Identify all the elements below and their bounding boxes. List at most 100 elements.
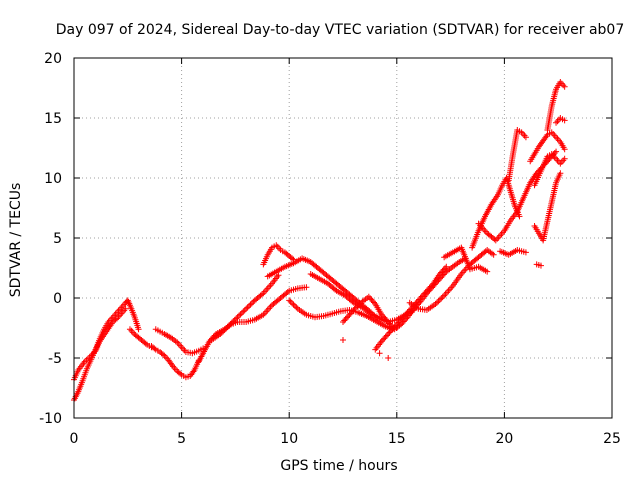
data-point (223, 325, 230, 332)
y-tick-label: 20 (44, 51, 62, 67)
data-point (417, 295, 424, 301)
data-point (293, 304, 300, 311)
data-point (392, 322, 399, 329)
data-point (396, 318, 403, 325)
data-point (383, 332, 390, 339)
data-point (439, 294, 446, 300)
data-point (370, 299, 377, 306)
x-tick-label: 20 (495, 431, 513, 447)
x-tick-label: 15 (388, 431, 406, 447)
data-point (177, 370, 184, 377)
data-point (221, 326, 228, 333)
data-point (561, 117, 568, 124)
data-point (217, 331, 224, 337)
data-point (423, 287, 430, 294)
data-point (389, 326, 396, 333)
data-point (230, 318, 237, 325)
data-point (439, 268, 446, 275)
data-point (537, 262, 544, 269)
data-point (436, 296, 443, 303)
data-point (436, 271, 443, 277)
data-point (378, 338, 385, 345)
data-point (522, 134, 529, 141)
data-point (561, 146, 568, 153)
data-point (378, 311, 385, 318)
data-point (303, 284, 310, 291)
data-point (349, 298, 356, 305)
data-point (159, 351, 166, 358)
data-point (405, 307, 412, 314)
data-point (233, 315, 240, 322)
data-point (420, 292, 427, 299)
data-point (425, 286, 432, 293)
data-point (553, 148, 560, 155)
data-point (400, 313, 407, 320)
data-point (438, 269, 445, 276)
data-point (383, 317, 390, 324)
data-point (432, 301, 439, 307)
data-point (385, 331, 392, 337)
data-point (380, 336, 387, 343)
data-point (243, 305, 250, 312)
y-tick-label: -5 (48, 351, 62, 367)
data-point (393, 325, 400, 331)
data-point (287, 298, 294, 305)
data-point (418, 293, 425, 300)
data-point (350, 307, 357, 314)
data-point (429, 282, 436, 289)
data-point (382, 333, 389, 340)
data-point (290, 301, 297, 308)
data-point (404, 309, 411, 316)
data-point (235, 312, 242, 319)
data-point (220, 328, 227, 335)
data-point (341, 317, 348, 324)
data-point (218, 329, 225, 336)
data-point (345, 313, 352, 320)
data-point (343, 314, 350, 321)
data-point (561, 83, 568, 90)
data-point (286, 297, 293, 304)
data-point (440, 266, 447, 273)
data-point (368, 296, 375, 303)
data-point (557, 170, 564, 177)
data-point (381, 335, 388, 342)
data-point (426, 284, 433, 291)
data-point (435, 298, 442, 305)
data-point (135, 326, 142, 333)
data-point (284, 289, 291, 295)
data-point (112, 316, 119, 323)
data-point (258, 291, 265, 298)
data-point (442, 265, 449, 272)
data-point (244, 304, 251, 311)
data-point (490, 251, 497, 258)
data-point (126, 326, 133, 333)
data-point (443, 263, 450, 270)
y-tick-label: 10 (44, 171, 62, 187)
data-point (346, 311, 353, 318)
data-point (398, 316, 405, 323)
data-point (421, 290, 428, 297)
data-point (347, 310, 354, 317)
data-point (228, 319, 235, 326)
data-point (386, 320, 393, 327)
data-point (395, 319, 402, 326)
data-point (237, 311, 244, 318)
data-point (385, 355, 392, 361)
x-tick-label: 10 (280, 431, 298, 447)
data-points (71, 79, 568, 403)
y-tick-label: 0 (53, 291, 62, 307)
data-point (234, 314, 241, 321)
y-axis-label: SDTVAR / TECUs (8, 183, 24, 298)
data-point (387, 328, 394, 335)
data-point (407, 306, 414, 313)
data-point (376, 350, 383, 357)
y-tick-label: 5 (53, 231, 62, 247)
data-point (387, 321, 394, 328)
grid (74, 58, 612, 418)
data-point (289, 255, 296, 262)
x-tick-label: 5 (177, 431, 186, 447)
data-point (367, 295, 374, 302)
data-point (250, 298, 257, 305)
data-point (340, 319, 346, 325)
